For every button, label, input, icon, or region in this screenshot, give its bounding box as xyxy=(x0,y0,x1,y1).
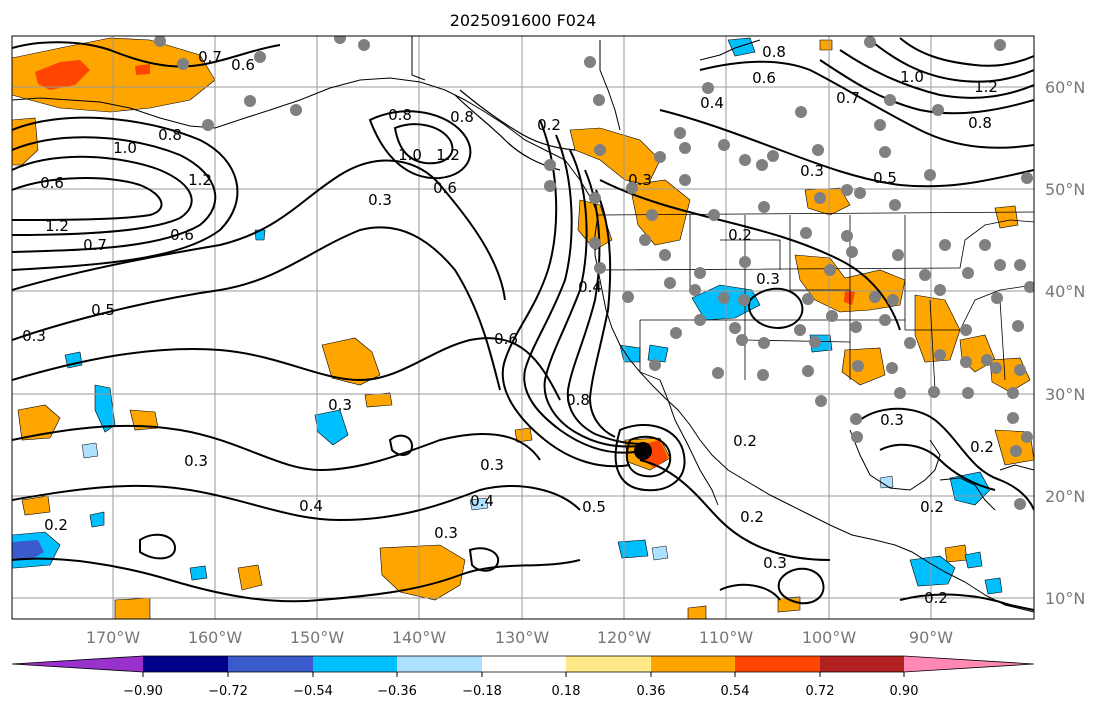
contour-label: 0.2 xyxy=(920,498,944,516)
colorbar-tick-label: 0.36 xyxy=(637,684,666,699)
station-markers xyxy=(154,36,1034,510)
longitude-label: 150°W xyxy=(290,628,345,647)
contour-label: 1.0 xyxy=(900,68,924,86)
contour-label: 0.4 xyxy=(700,94,724,112)
longitude-label: 170°W xyxy=(86,628,141,647)
contour-label: 0.3 xyxy=(800,162,824,180)
longitude-label: 110°W xyxy=(699,628,754,647)
colorbar-tick-label: −0.72 xyxy=(208,684,248,699)
colorbar-segment xyxy=(735,656,820,672)
contour-label: 1.2 xyxy=(188,171,212,189)
colorbar-segment xyxy=(12,656,143,672)
contour-label: 0.6 xyxy=(752,69,776,87)
map-panel: 0.7 0.6 0.8 1.0 0.6 1.2 1.0 1.2 0.8 1.2 … xyxy=(12,36,1034,619)
colorbar-tick-label: −0.18 xyxy=(462,684,502,699)
contour-label: 0.2 xyxy=(733,432,757,450)
latitude-label: 30°N xyxy=(1045,385,1085,404)
graticule xyxy=(12,36,1034,619)
colorbar-segment xyxy=(820,656,904,672)
colorbar: −0.90 −0.72 −0.54 −0.36 −0.18 0.18 0.36 … xyxy=(11,655,1035,699)
contour-label: 0.8 xyxy=(450,108,474,126)
contour-lines-thin xyxy=(454,89,576,171)
contour-label: 0.3 xyxy=(368,191,392,209)
contour-label: 0.8 xyxy=(388,106,412,124)
contour-label: 0.3 xyxy=(184,452,208,470)
colorbar-tick-label: 0.90 xyxy=(890,684,919,699)
colorbar-segment xyxy=(397,656,482,672)
contour-label: 0.7 xyxy=(198,48,222,66)
contour-label: 0.4 xyxy=(299,497,323,515)
longitude-label: 140°W xyxy=(392,628,447,647)
colorbar-tick-label: −0.36 xyxy=(377,684,417,699)
latitude-label: 60°N xyxy=(1045,78,1085,97)
latitude-label: 10°N xyxy=(1045,589,1085,608)
latitude-label: 20°N xyxy=(1045,487,1085,506)
contour-label: 0.6 xyxy=(170,226,194,244)
colorbar-segment xyxy=(313,656,397,672)
colorbar-tick-label: 0.54 xyxy=(721,684,750,699)
contour-label: 0.3 xyxy=(480,456,504,474)
weak-negative-anomaly-shading xyxy=(81,442,894,561)
contour-label: 1.2 xyxy=(45,217,69,235)
contour-label: 1.0 xyxy=(398,146,422,164)
map-title: 2025091600 F024 xyxy=(450,11,597,30)
colorbar-segment xyxy=(904,656,1034,672)
longitude-axis-labels: 170°W 160°W 150°W 140°W 130°W 120°W 110°… xyxy=(86,628,953,647)
latitude-label: 40°N xyxy=(1045,282,1085,301)
colorbar-tick-label: −0.54 xyxy=(293,684,333,699)
contour-label: 0.8 xyxy=(566,391,590,409)
contour-label: 0.2 xyxy=(924,589,948,607)
colorbar-segment xyxy=(566,656,651,672)
contour-label: 0.3 xyxy=(880,411,904,429)
latitude-label: 50°N xyxy=(1045,180,1085,199)
contour-label: 0.2 xyxy=(740,508,764,526)
contour-label: 0.2 xyxy=(537,116,561,134)
contour-label: 0.6 xyxy=(40,174,64,192)
longitude-label: 90°W xyxy=(909,628,953,647)
longitude-label: 100°W xyxy=(802,628,857,647)
contour-label: 0.3 xyxy=(328,396,352,414)
contour-label: 1.2 xyxy=(436,146,460,164)
longitude-label: 160°W xyxy=(188,628,243,647)
coastlines xyxy=(12,36,1034,613)
longitude-label: 130°W xyxy=(495,628,550,647)
contour-label: 0.5 xyxy=(582,498,606,516)
latitude-axis-labels: 60°N 50°N 40°N 30°N 20°N 10°N xyxy=(1045,78,1085,608)
contour-label: 0.2 xyxy=(728,226,752,244)
contour-label-group: 0.7 0.6 0.8 1.0 0.6 1.2 1.0 1.2 0.8 1.2 … xyxy=(22,43,998,607)
contour-label: 1.0 xyxy=(113,139,137,157)
map-frame xyxy=(11,35,1035,620)
contour-label: 0.6 xyxy=(231,56,255,74)
contour-label: 0.2 xyxy=(44,516,68,534)
contour-label: 0.3 xyxy=(22,327,46,345)
contour-label: 0.3 xyxy=(763,554,787,572)
contour-label: 0.2 xyxy=(970,438,994,456)
contour-label: 0.8 xyxy=(762,43,786,61)
colorbar-segment xyxy=(228,656,313,672)
contour-label: 0.4 xyxy=(578,278,602,296)
contour-label: 0.3 xyxy=(434,524,458,542)
contour-label: 0.7 xyxy=(836,89,860,107)
colorbar-tick-label: 0.72 xyxy=(806,684,835,699)
colorbar-segment xyxy=(651,656,735,672)
colorbar-segment xyxy=(482,656,566,672)
strong-negative-anomaly-shading xyxy=(12,540,44,560)
colorbar-tick-label: 0.18 xyxy=(552,684,581,699)
storm-center-marker xyxy=(634,442,652,460)
longitude-label: 120°W xyxy=(597,628,652,647)
contour-label: 1.2 xyxy=(974,78,998,96)
contour-label: 0.8 xyxy=(158,126,182,144)
colorbar-tick-label: −0.90 xyxy=(123,684,163,699)
contour-label: 0.7 xyxy=(83,236,107,254)
contour-label: 0.6 xyxy=(494,330,518,348)
colorbar-segment xyxy=(143,656,228,672)
contour-label: 0.5 xyxy=(873,169,897,187)
contour-label: 0.4 xyxy=(470,492,494,510)
contour-label: 0.8 xyxy=(968,114,992,132)
contour-label: 0.5 xyxy=(91,301,115,319)
contour-label: 0.3 xyxy=(756,270,780,288)
contour-label: 0.6 xyxy=(433,179,457,197)
